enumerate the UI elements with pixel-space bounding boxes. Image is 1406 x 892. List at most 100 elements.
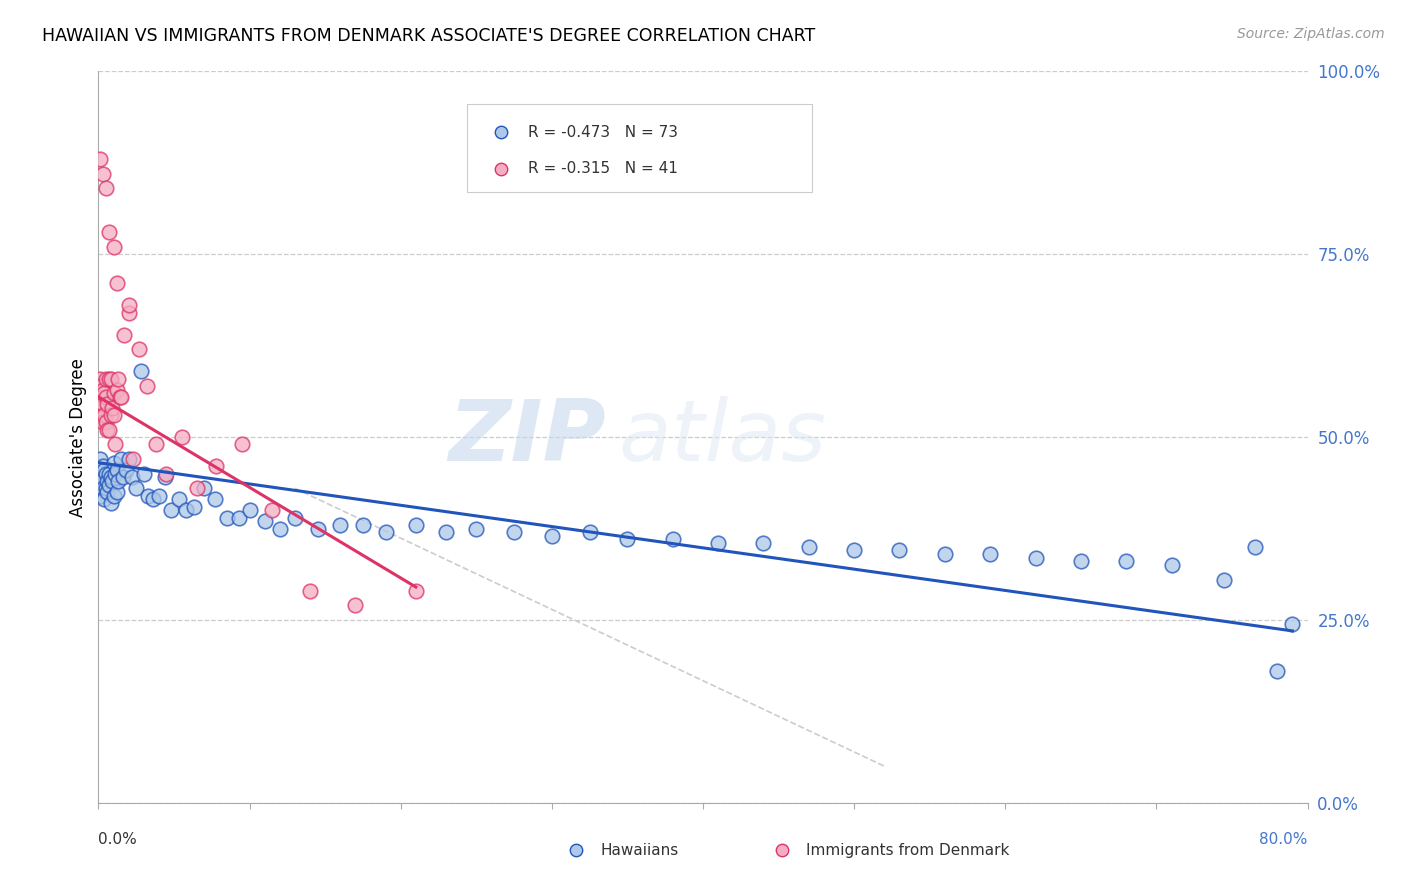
Point <box>239 503 262 517</box>
Point <box>114 463 136 477</box>
Point <box>1160 558 1182 573</box>
Point <box>132 467 155 481</box>
Point <box>89 152 111 166</box>
Point <box>98 423 121 437</box>
Point <box>142 492 165 507</box>
Point <box>374 525 396 540</box>
Point <box>128 343 150 357</box>
Point <box>125 481 148 495</box>
Point <box>352 517 374 532</box>
Point <box>104 467 127 481</box>
Point <box>1281 616 1303 631</box>
Point <box>100 470 122 484</box>
Point <box>1070 554 1092 568</box>
Point <box>540 529 562 543</box>
Point <box>91 383 114 397</box>
Point <box>228 510 250 524</box>
Point <box>89 452 111 467</box>
Point <box>934 547 956 561</box>
Point <box>118 306 141 320</box>
Point <box>148 489 170 503</box>
Point <box>299 583 322 598</box>
Point <box>94 390 117 404</box>
Point <box>344 599 367 613</box>
Point <box>153 470 176 484</box>
Text: ZIP: ZIP <box>449 395 606 479</box>
Point <box>591 161 613 176</box>
Text: R = -0.315   N = 41: R = -0.315 N = 41 <box>527 161 678 176</box>
Point <box>160 503 183 517</box>
Point <box>105 485 128 500</box>
Text: R = -0.473   N = 73: R = -0.473 N = 73 <box>527 125 678 139</box>
Point <box>193 481 215 495</box>
Point <box>90 408 112 422</box>
Point <box>752 536 775 550</box>
Point <box>616 533 638 547</box>
Point <box>110 452 132 467</box>
Point <box>100 371 122 385</box>
Text: atlas: atlas <box>619 395 827 479</box>
Point <box>145 437 167 451</box>
Point <box>578 525 600 540</box>
Point <box>107 371 129 385</box>
Point <box>96 485 118 500</box>
Point <box>107 474 129 488</box>
Point <box>96 397 118 411</box>
Point <box>93 408 115 422</box>
Point <box>93 463 115 477</box>
Point <box>231 437 253 451</box>
Point <box>941 843 963 857</box>
FancyBboxPatch shape <box>467 104 811 192</box>
Point <box>262 503 284 517</box>
Point <box>136 489 159 503</box>
Point <box>183 500 205 514</box>
Point <box>329 517 352 532</box>
Point <box>103 408 125 422</box>
Point <box>269 521 291 535</box>
Point <box>104 437 127 451</box>
Point <box>111 470 134 484</box>
Point <box>129 364 152 378</box>
Point <box>90 470 112 484</box>
Point <box>284 510 307 524</box>
Point <box>112 327 135 342</box>
Point <box>844 543 866 558</box>
Point <box>170 430 193 444</box>
Point <box>89 371 111 385</box>
Text: Hawaiians: Hawaiians <box>600 843 679 858</box>
Point <box>94 416 117 430</box>
Point <box>101 474 124 488</box>
Point <box>307 521 329 535</box>
Point <box>90 489 112 503</box>
Point <box>94 467 117 481</box>
Point <box>503 525 526 540</box>
Point <box>91 459 114 474</box>
Point <box>118 452 141 467</box>
Point <box>1243 540 1265 554</box>
Point <box>205 459 228 474</box>
Point <box>122 452 145 467</box>
Point <box>465 521 488 535</box>
Point <box>685 843 707 857</box>
Point <box>1024 550 1046 565</box>
Point <box>98 467 121 481</box>
Point <box>96 423 118 437</box>
Point <box>100 408 122 422</box>
Point <box>93 492 115 507</box>
Point <box>98 371 121 385</box>
Point <box>93 386 115 401</box>
Point <box>661 533 683 547</box>
Point <box>94 181 117 195</box>
Point <box>121 470 143 484</box>
Text: HAWAIIAN VS IMMIGRANTS FROM DENMARK ASSOCIATE'S DEGREE CORRELATION CHART: HAWAIIAN VS IMMIGRANTS FROM DENMARK ASSO… <box>42 27 815 45</box>
Point <box>434 525 457 540</box>
Point <box>103 456 125 470</box>
Point <box>89 401 111 415</box>
Point <box>103 489 125 503</box>
Point <box>253 514 276 528</box>
Point <box>167 492 190 507</box>
Point <box>91 416 114 430</box>
Point <box>155 467 177 481</box>
Point <box>103 240 125 254</box>
Point <box>105 463 128 477</box>
